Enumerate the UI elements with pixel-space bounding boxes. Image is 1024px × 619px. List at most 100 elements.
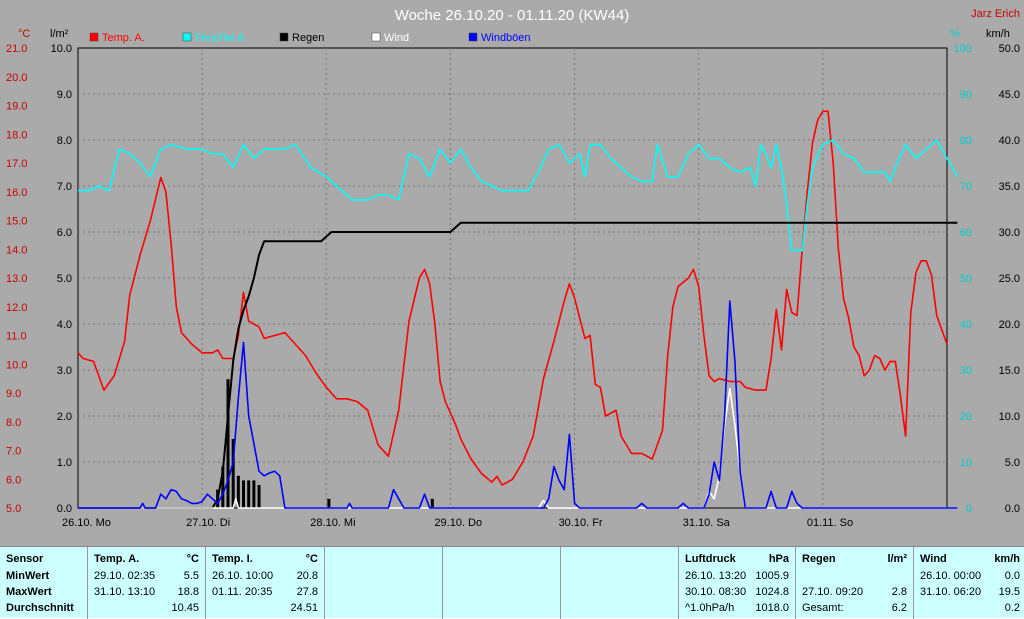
- rain-axis-tick: 8.0: [57, 135, 72, 147]
- temp-axis-tick: 12.0: [6, 302, 27, 314]
- humidity-axis-tick: 50: [960, 273, 972, 285]
- wind-axis-tick: 0.0: [1005, 503, 1020, 515]
- rain-axis-tick: 9.0: [57, 89, 72, 101]
- pressure-max-date: 30.10. 08:30: [685, 586, 747, 598]
- stats-empty-column-2: [443, 547, 561, 619]
- rain-axis-tick: 3.0: [57, 365, 72, 377]
- wind-avg: 0.2: [1004, 602, 1020, 614]
- stats-temp-i-column: Temp. I. °C 26.10. 10:00 20.8 01.11. 20:…: [206, 547, 325, 619]
- temp-axis-tick: 15.0: [6, 216, 27, 228]
- rain-axis-tick: 5.0: [57, 273, 72, 285]
- temp-i-max: 27.8: [296, 586, 318, 598]
- temp-axis-tick: 17.0: [6, 158, 27, 170]
- wind-axis-tick: 30.0: [999, 227, 1020, 239]
- x-tick-label: 31.10. Sa: [683, 517, 731, 529]
- rain-unit: l/m²: [887, 553, 907, 565]
- x-tick-label: 29.10. Do: [434, 517, 482, 529]
- wind-max-date: 31.10. 06:20: [920, 586, 982, 598]
- legend-swatch: [371, 32, 381, 42]
- temp-i-min: 20.8: [296, 570, 318, 582]
- temp-a-min: 5.5: [183, 570, 199, 582]
- pressure-min: 1005.9: [755, 570, 789, 582]
- wind-axis-tick: 50.0: [999, 43, 1020, 55]
- temp-a-max-date: 31.10. 13:10: [94, 586, 156, 598]
- stats-pressure-column: Luftdruck hPa 26.10. 13:20 1005.9 30.10.…: [679, 547, 796, 619]
- wind-axis-tick: 45.0: [999, 89, 1020, 101]
- rain-axis-tick: 10.0: [51, 43, 72, 55]
- temp-axis-tick: 16.0: [6, 187, 27, 199]
- temp-axis-tick: 13.0: [6, 273, 27, 285]
- rain-total-label: Gesamt:: [802, 602, 844, 614]
- humidity-axis-tick: 0: [966, 503, 972, 515]
- legend-label: Feuchte A.: [195, 32, 248, 44]
- temp-i-avg: 24.51: [290, 602, 318, 614]
- humidity-axis-tick: 40: [960, 319, 972, 331]
- pressure-trend: ^1.0hPa/h: [685, 602, 735, 614]
- temp-a-avg: 10.45: [171, 602, 199, 614]
- rain-axis-tick: 4.0: [57, 319, 72, 331]
- temp-i-unit: °C: [305, 553, 318, 565]
- wind-min-date: 26.10. 00:00: [920, 570, 982, 582]
- temp-a-unit: °C: [186, 553, 199, 565]
- min-label: MinWert: [6, 570, 50, 582]
- rain-axis-tick: 2.0: [57, 411, 72, 423]
- humidity-axis-tick: 70: [960, 181, 972, 193]
- max-label: MaxWert: [6, 586, 52, 598]
- humidity-axis-tick: 90: [960, 89, 972, 101]
- rain-title: Regen: [802, 553, 836, 565]
- rain-bar: [231, 439, 235, 508]
- wind-axis-tick: 15.0: [999, 365, 1020, 377]
- temp-i-title: Temp. I.: [212, 553, 253, 565]
- stats-labels-column: Sensor MinWert MaxWert Durchschnitt: [0, 547, 88, 619]
- pressure-max: 1024.8: [755, 586, 789, 598]
- humidity-axis-tick: 30: [960, 365, 972, 377]
- temp-axis-tick: 18.0: [6, 129, 27, 141]
- rain-bar: [242, 480, 246, 508]
- wind-axis-tick: 10.0: [999, 411, 1020, 423]
- rain-bar: [236, 475, 240, 508]
- plot-area: [77, 47, 948, 509]
- temp-axis-tick: 11.0: [6, 331, 27, 343]
- temp-a-max: 18.8: [177, 586, 199, 598]
- wind-max: 19.5: [998, 586, 1020, 598]
- rain-bar: [252, 480, 256, 508]
- chart-svg: 26.10. Mo 27.10. Di 28.10. Mi 29.10. Do 30.1…: [6, 7, 1020, 529]
- series-line: [78, 221, 958, 509]
- rain-max-date: 27.10. 09:20: [802, 586, 864, 598]
- humidity-axis-tick: 20: [960, 411, 972, 423]
- legend-label: Wind: [384, 32, 409, 44]
- temp-axis-tick: 7.0: [6, 446, 21, 458]
- x-tick-label: 27.10. Di: [186, 517, 230, 529]
- x-tick-label: 26.10. Mo: [62, 517, 111, 529]
- series-line: [78, 139, 958, 252]
- chart-title: Woche 26.10.20 - 01.11.20 (KW44): [395, 7, 630, 24]
- stats-temp-a-column: Temp. A. °C 29.10. 02:35 5.5 31.10. 13:1…: [88, 547, 206, 619]
- x-tick-label: 30.10. Fr: [559, 517, 603, 529]
- legend-label: Windböen: [481, 32, 531, 44]
- x-tick-label: 01.11. So: [807, 517, 853, 529]
- rain-max: 2.8: [891, 586, 907, 598]
- rain-bar: [327, 498, 331, 508]
- temp-axis-unit: °C: [18, 28, 30, 40]
- temp-axis-tick: 14.0: [6, 244, 27, 256]
- stats-rain-column: Regen l/m² 27.10. 09:20 2.8 Gesamt: 6.2: [796, 547, 914, 619]
- stats-empty-column-1: [325, 547, 443, 619]
- temp-axis-tick: 20.0: [6, 72, 27, 84]
- wind-axis-tick: 20.0: [999, 319, 1020, 331]
- pressure-avg: 1018.0: [755, 602, 789, 614]
- sensor-label: Sensor: [6, 553, 44, 565]
- legend-swatch: [89, 32, 99, 42]
- rain-bar: [430, 498, 434, 508]
- rain-bar: [247, 480, 251, 508]
- humidity-axis-unit: %: [950, 28, 960, 40]
- avg-label: Durchschnitt: [6, 602, 74, 614]
- statistics-panel: Sensor MinWert MaxWert Durchschnitt Temp…: [0, 546, 1024, 619]
- temp-axis-tick: 6.0: [6, 474, 21, 486]
- humidity-axis-tick: 80: [960, 135, 972, 147]
- legend-label: Regen: [292, 32, 324, 44]
- wind-unit: km/h: [994, 553, 1020, 565]
- wind-axis-tick: 5.0: [1005, 457, 1020, 469]
- rain-axis-tick: 7.0: [57, 181, 72, 193]
- stats-wind-column: Wind km/h 26.10. 00:00 0.0 31.10. 06:20 …: [914, 547, 1024, 619]
- series-line: [77, 110, 948, 486]
